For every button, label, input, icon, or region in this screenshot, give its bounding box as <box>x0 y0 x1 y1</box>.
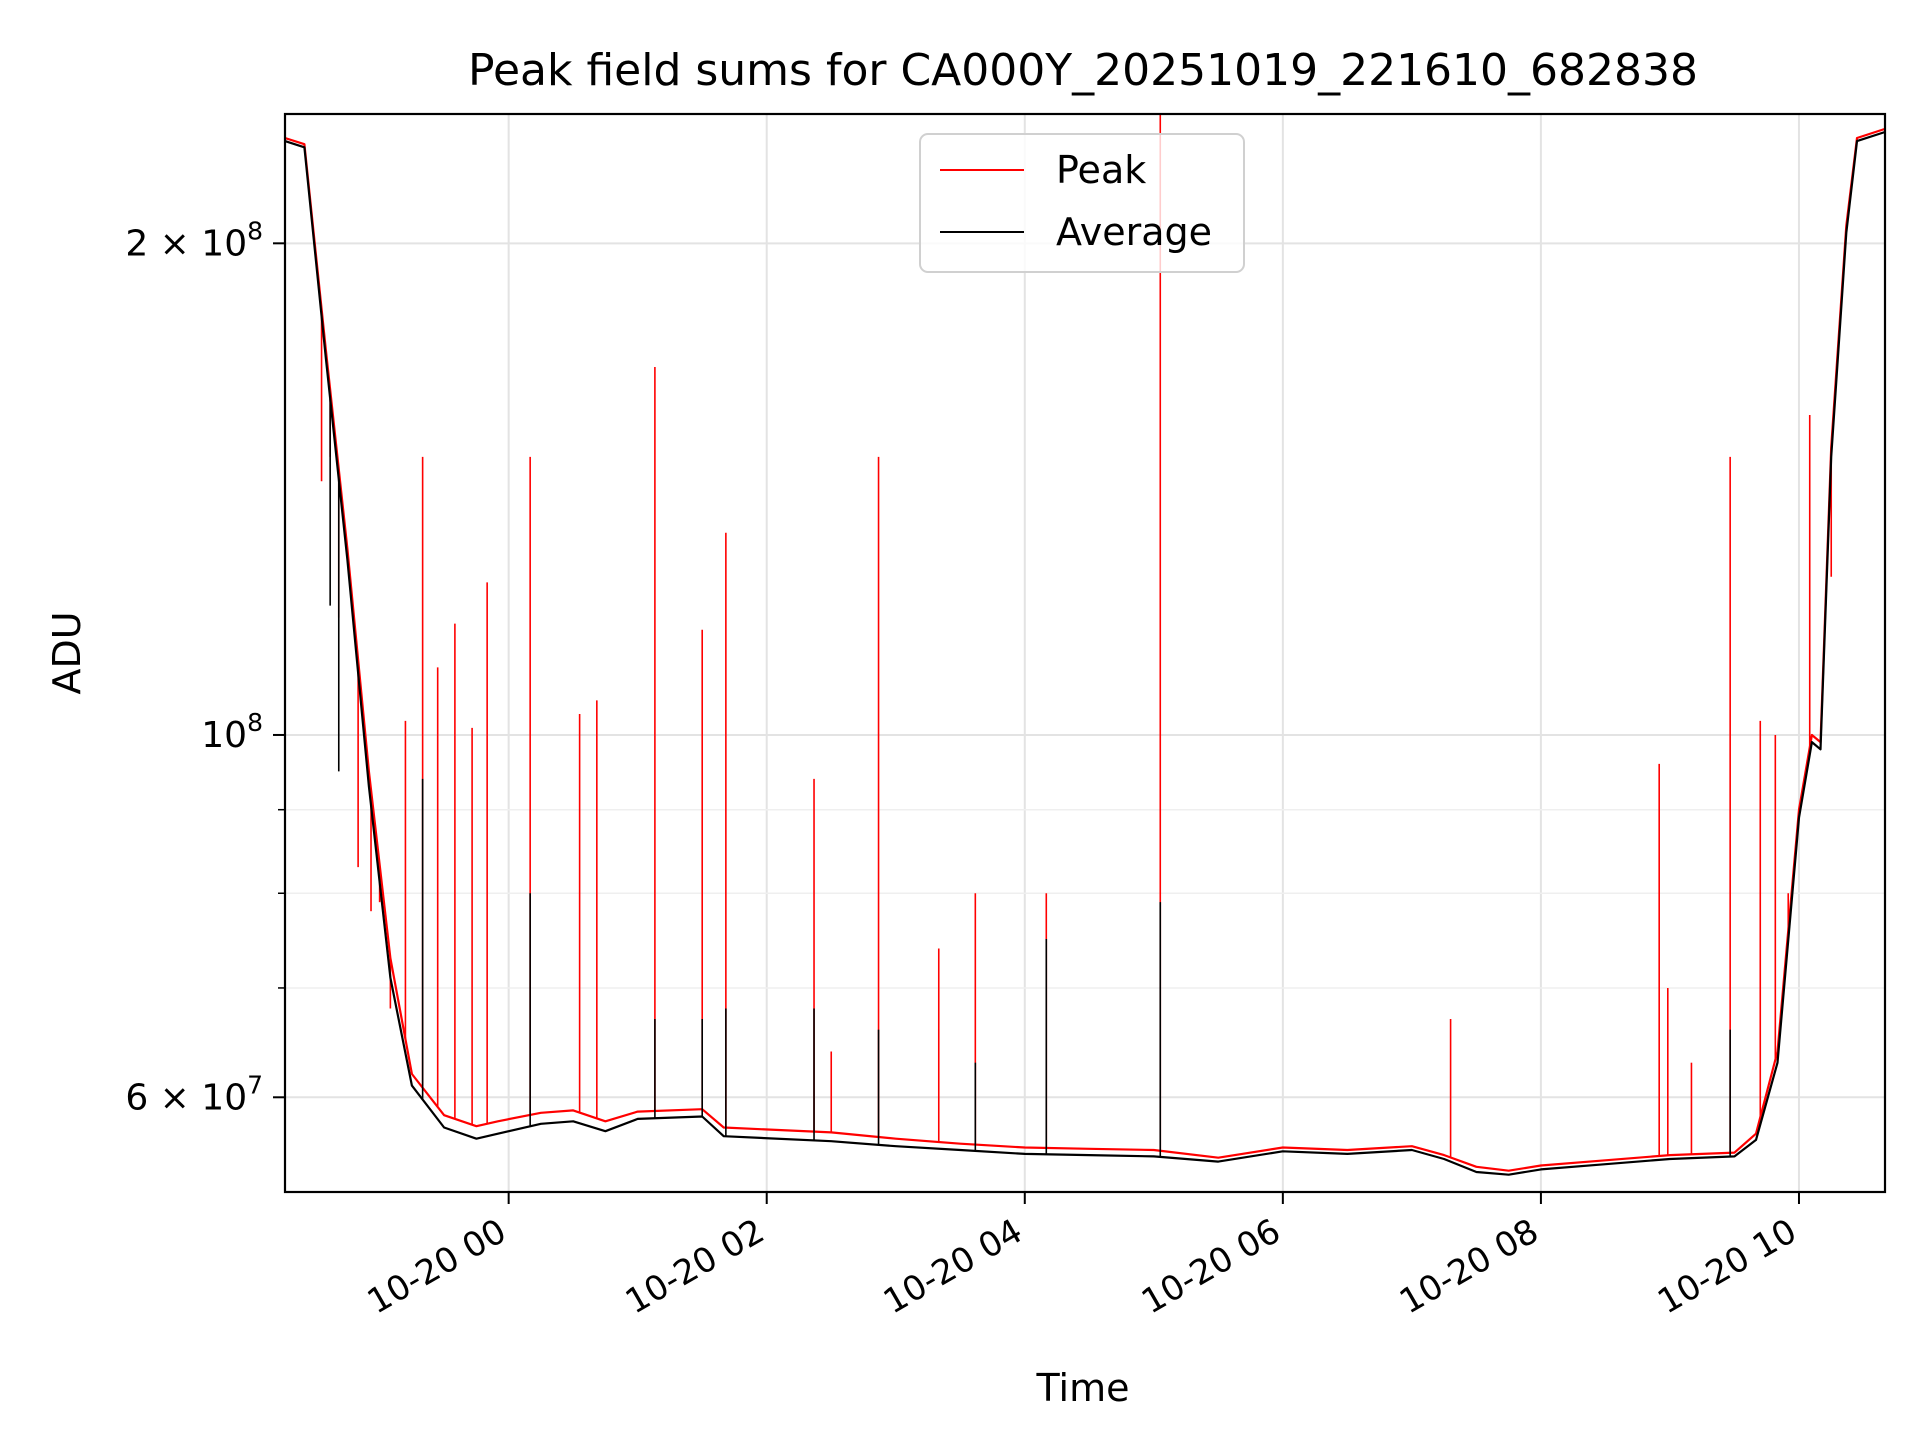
chart-title: Peak field sums for CA000Y_20251019_2216… <box>468 45 1698 96</box>
y-tick-label-mantissa: 6 × 10 <box>125 1077 247 1118</box>
y-axis-label: ADU <box>45 611 89 694</box>
legend-label-peak: Peak <box>1056 148 1146 192</box>
y-tick-label-exponent: 8 <box>247 216 263 245</box>
grid-layer <box>285 114 1885 1192</box>
series-line-average <box>285 130 1885 1176</box>
legend: Peak Average <box>919 133 1245 273</box>
x-axis-label: Time <box>1036 1366 1130 1410</box>
y-tick-label-mantissa: 10 <box>201 715 247 756</box>
y-tick-label-exponent: 7 <box>247 1070 263 1099</box>
spike-layer <box>320 114 1833 1158</box>
legend-label-average: Average <box>1056 210 1212 254</box>
legend-box <box>919 133 1245 273</box>
y-tick-label: 6 × 107 <box>125 1070 263 1118</box>
y-tick-label-mantissa: 2 × 10 <box>125 223 247 264</box>
y-tick-label: 2 × 108 <box>125 216 263 264</box>
plot-frame <box>283 112 1887 1194</box>
y-tick-label-exponent: 8 <box>247 708 263 737</box>
y-tick-label: 108 <box>201 708 263 756</box>
series-layer <box>285 127 1885 1176</box>
